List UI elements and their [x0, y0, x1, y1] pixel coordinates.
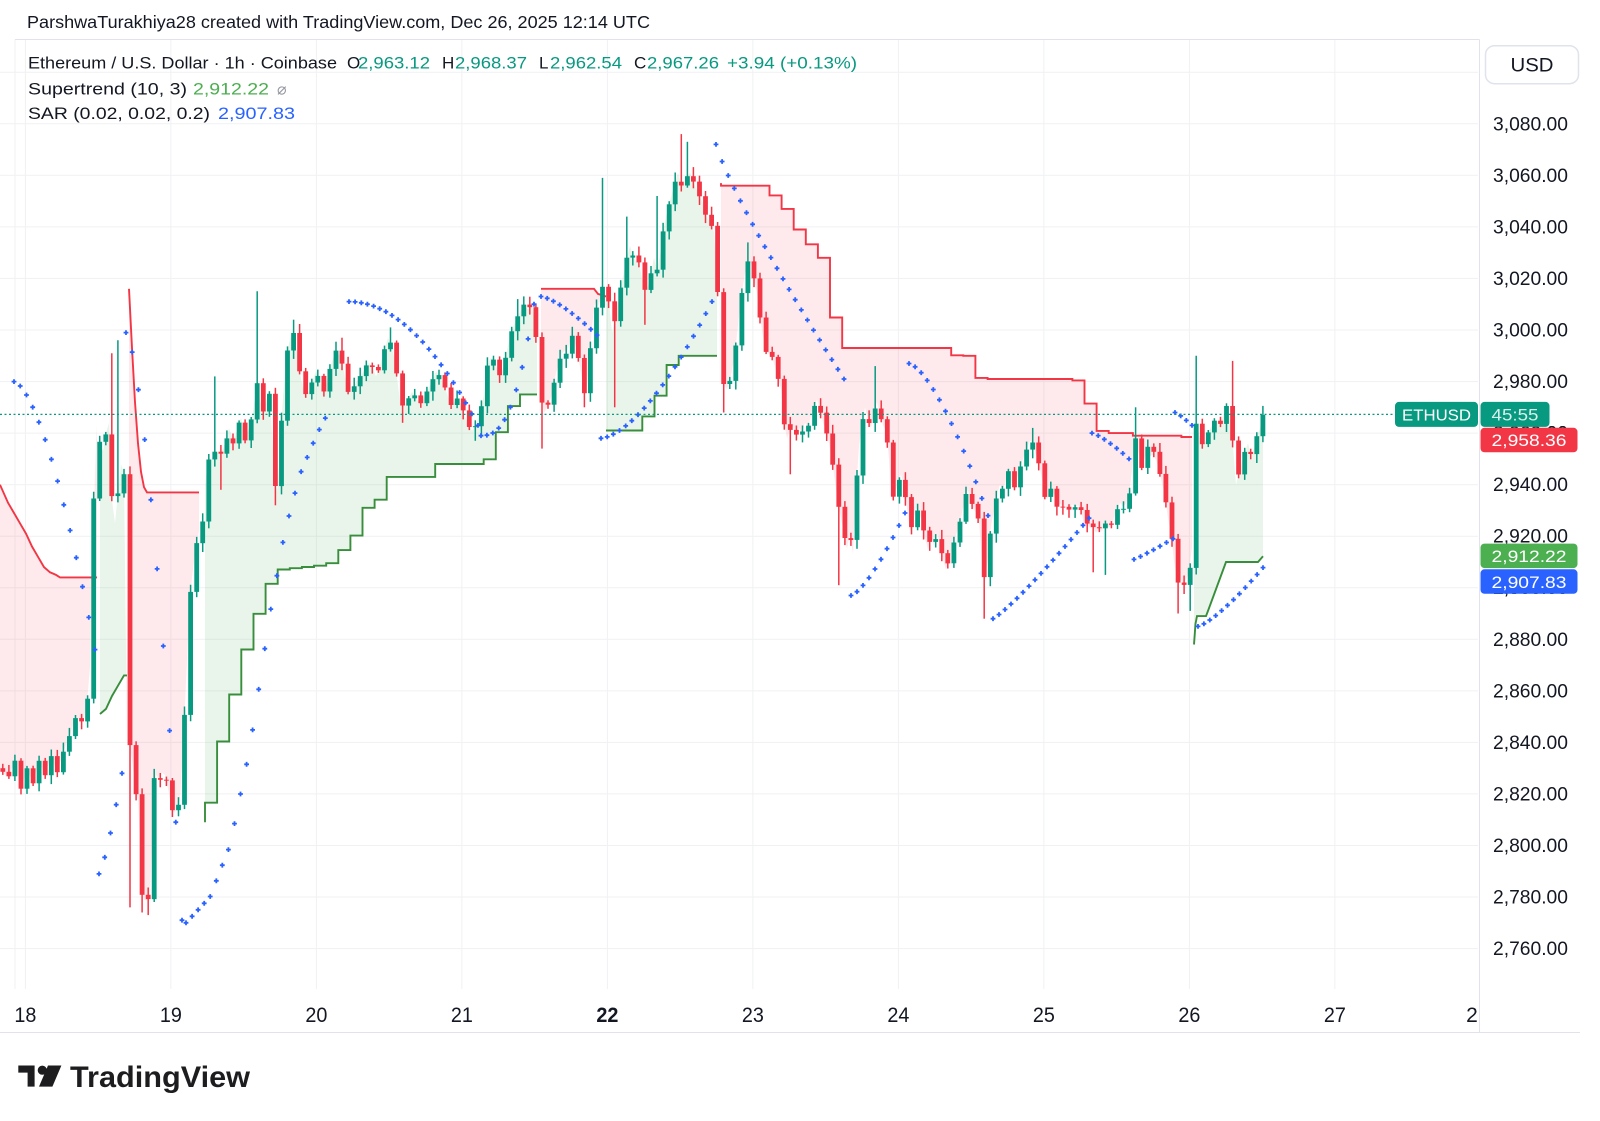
svg-text:21: 21	[451, 1004, 473, 1027]
svg-text:C: C	[634, 53, 646, 72]
svg-text:2,940.00: 2,940.00	[1493, 475, 1568, 496]
svg-text:2,963.12: 2,963.12	[358, 53, 430, 72]
svg-text:19: 19	[160, 1004, 182, 1027]
svg-text:18: 18	[14, 1004, 36, 1027]
svg-text:⌀: ⌀	[277, 81, 287, 98]
svg-text:2,860.00: 2,860.00	[1493, 681, 1568, 702]
svg-text:3,000.00: 3,000.00	[1493, 321, 1568, 342]
svg-text:2,920.00: 2,920.00	[1493, 527, 1568, 548]
svg-text:2,968.37: 2,968.37	[455, 53, 527, 72]
svg-text:O: O	[347, 53, 360, 72]
svg-text:+3.94 (+0.13%): +3.94 (+0.13%)	[727, 53, 857, 72]
svg-text:3,020.00: 3,020.00	[1493, 269, 1568, 290]
svg-text:3,060.00: 3,060.00	[1493, 166, 1568, 187]
svg-text:Ethereum / U.S. Dollar · 1h ·: Ethereum / U.S. Dollar · 1h · Coinbase	[28, 53, 337, 72]
svg-text:22: 22	[596, 1004, 618, 1027]
svg-text:23: 23	[742, 1004, 764, 1027]
svg-text:2: 2	[1466, 1004, 1478, 1027]
svg-text:L: L	[539, 53, 548, 72]
svg-text:2,907.83: 2,907.83	[218, 104, 295, 123]
svg-text:25: 25	[1033, 1004, 1055, 1027]
svg-text:3,040.00: 3,040.00	[1493, 217, 1568, 238]
svg-text:2,840.00: 2,840.00	[1493, 733, 1568, 754]
svg-text:2,907.83: 2,907.83	[1492, 573, 1567, 592]
svg-text:2,760.00: 2,760.00	[1493, 939, 1568, 960]
svg-text:2,880.00: 2,880.00	[1493, 630, 1568, 651]
svg-text:2,780.00: 2,780.00	[1493, 888, 1568, 909]
svg-text:3,080.00: 3,080.00	[1493, 114, 1568, 135]
svg-text:ParshwaTurakhiya28 created wit: ParshwaTurakhiya28 created with TradingV…	[27, 12, 650, 32]
svg-text:27: 27	[1324, 1004, 1346, 1027]
svg-text:2,967.26: 2,967.26	[647, 53, 719, 72]
svg-text:45:55: 45:55	[1492, 406, 1539, 425]
svg-text:TradingView: TradingView	[70, 1061, 251, 1094]
svg-text:USD: USD	[1511, 56, 1554, 77]
svg-text:2,962.54: 2,962.54	[550, 53, 622, 72]
svg-text:SAR (0.02, 0.02, 0.2): SAR (0.02, 0.02, 0.2)	[28, 104, 210, 123]
svg-text:20: 20	[305, 1004, 327, 1027]
svg-text:24: 24	[887, 1004, 909, 1027]
svg-text:2,820.00: 2,820.00	[1493, 784, 1568, 805]
svg-text:2,958.36: 2,958.36	[1492, 431, 1567, 450]
svg-text:2,912.22: 2,912.22	[193, 79, 269, 98]
svg-text:2,800.00: 2,800.00	[1493, 836, 1568, 857]
svg-text:2,980.00: 2,980.00	[1493, 372, 1568, 393]
svg-text:Supertrend (10, 3): Supertrend (10, 3)	[28, 79, 187, 98]
svg-text:H: H	[442, 53, 454, 72]
svg-text:ETHUSD: ETHUSD	[1402, 408, 1471, 425]
svg-text:26: 26	[1178, 1004, 1200, 1027]
svg-text:2,912.22: 2,912.22	[1492, 547, 1567, 566]
